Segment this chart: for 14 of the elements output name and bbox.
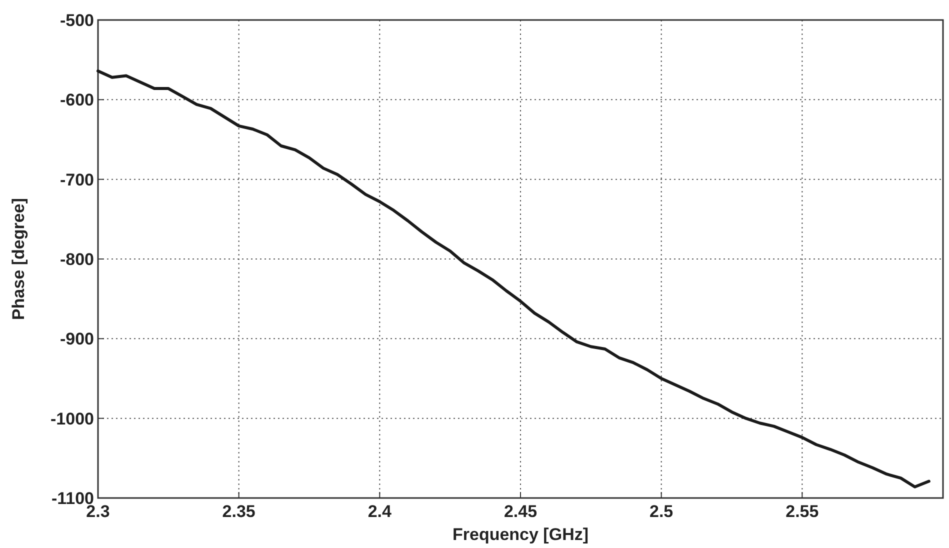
- x-tick-label: 2.55: [786, 502, 819, 521]
- y-tick-label: -700: [60, 170, 94, 190]
- x-tick-label: 2.5: [650, 502, 674, 521]
- x-tick-label: 2.4: [368, 502, 392, 521]
- x-axis-title: Frequency [GHz]: [452, 525, 589, 544]
- y-tick-label: -600: [60, 90, 94, 110]
- y-tick-label: -500: [60, 11, 94, 30]
- y-axis-title: Phase [degree]: [9, 198, 28, 320]
- y-tick-label: -800: [60, 250, 94, 269]
- x-tick-label: 2.35: [222, 502, 256, 521]
- y-tick-label: -1000: [50, 409, 94, 428]
- line-series: [96, 69, 930, 488]
- x-tick-label: 2.45: [504, 502, 538, 521]
- y-tick-label: -900: [60, 330, 94, 349]
